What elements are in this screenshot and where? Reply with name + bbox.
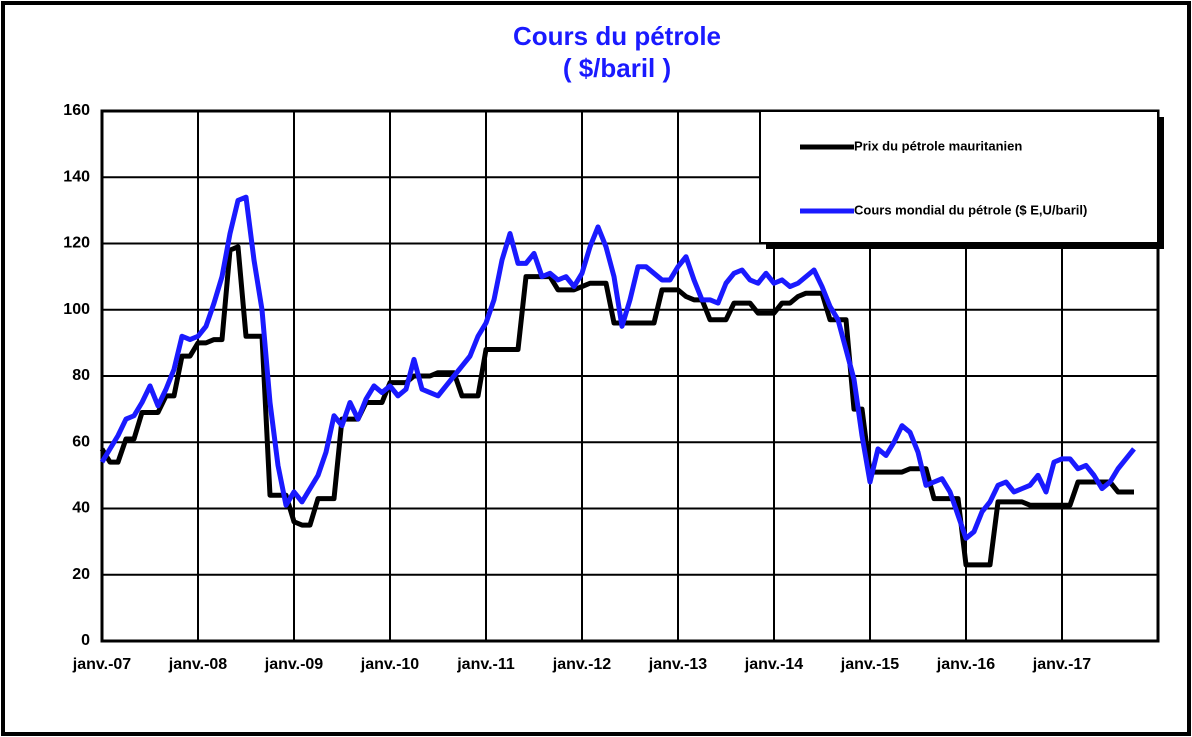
y-tick-label: 160	[63, 102, 90, 119]
legend-label: Prix du pétrole mauritanien	[854, 138, 1022, 153]
x-tick-label: janv.-12	[552, 656, 612, 673]
x-tick-label: janv.-07	[72, 656, 132, 673]
x-tick-label: janv.-09	[264, 656, 324, 673]
x-tick-label: janv.-15	[840, 656, 900, 673]
x-tick-label: janv.-16	[936, 656, 996, 673]
legend-box	[759, 110, 1159, 244]
chart-title: Cours du pétrole	[513, 21, 721, 51]
x-tick-label: janv.-11	[456, 656, 515, 673]
y-tick-label: 60	[72, 433, 90, 450]
y-tick-label: 140	[63, 168, 90, 185]
y-tick-label: 100	[63, 301, 90, 318]
y-tick-label: 80	[72, 367, 90, 384]
chart-subtitle: ( $/baril )	[563, 53, 671, 83]
x-tick-label: janv.-14	[744, 656, 804, 673]
y-tick-label: 120	[63, 235, 90, 252]
x-tick-label: janv.-10	[360, 656, 420, 673]
legend-label: Cours mondial du pétrole ($ E,U/baril)	[854, 202, 1087, 217]
line-series	[99, 194, 1136, 541]
y-tick-label: 0	[81, 632, 90, 649]
x-tick-label: janv.-08	[168, 656, 228, 673]
x-tick-label: janv.-13	[648, 656, 708, 673]
y-tick-label: 40	[72, 500, 90, 517]
y-tick-label: 20	[72, 566, 90, 583]
x-tick-label: janv.-17	[1032, 656, 1092, 673]
